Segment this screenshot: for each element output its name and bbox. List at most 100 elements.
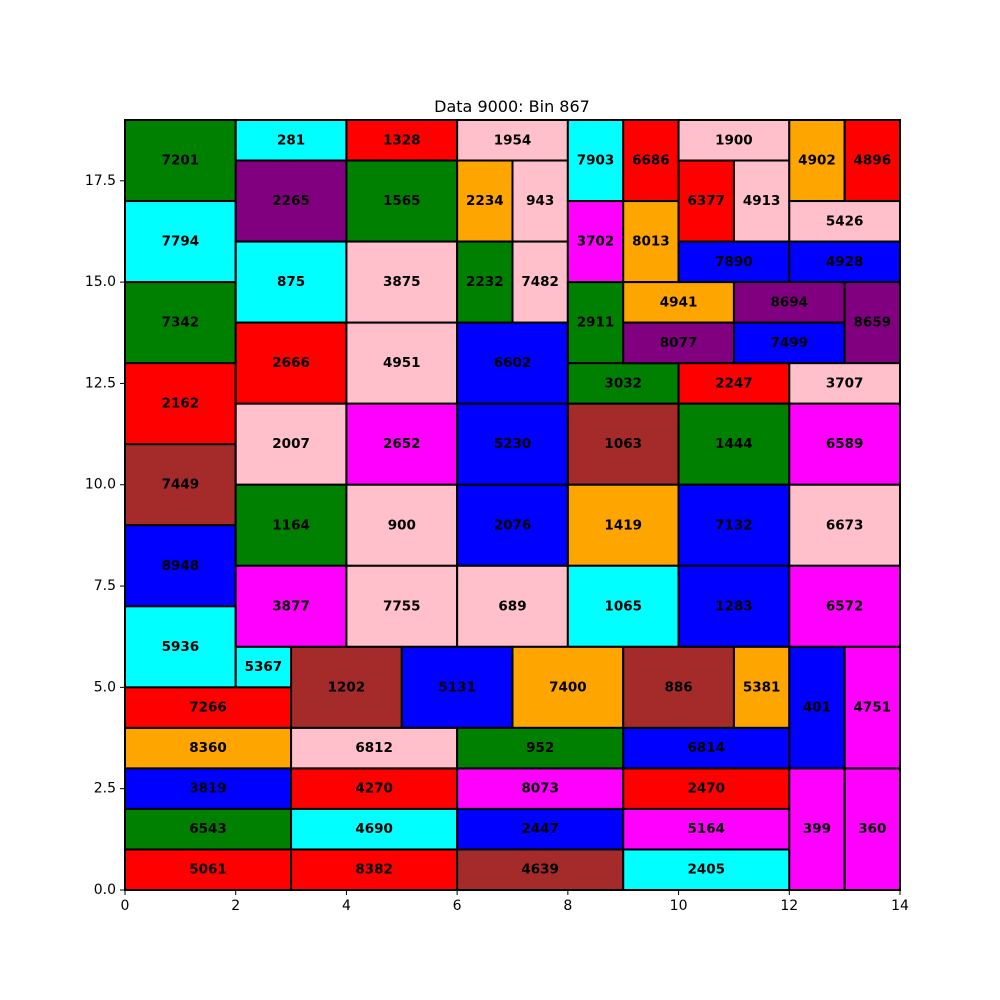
treemap-rect xyxy=(345,119,459,162)
treemap-rect-label: 900 xyxy=(388,517,416,533)
treemap-rect-label: 1065 xyxy=(604,598,642,614)
treemap-rect-label: 8073 xyxy=(521,781,559,797)
treemap-rect-label: 7201 xyxy=(162,153,200,169)
treemap-rect-label: 4751 xyxy=(854,700,892,716)
y-tick-label: 17.5 xyxy=(85,173,116,189)
x-axis: 0 2 4 6 8 10 12 14 xyxy=(121,890,909,914)
treemap-rect-label: 886 xyxy=(664,679,692,695)
treemap-rect-label: 8694 xyxy=(770,294,808,310)
treemap-cell: 5426 xyxy=(788,200,901,243)
treemap-rect xyxy=(788,402,901,486)
treemap-rect xyxy=(677,240,791,284)
treemap-rect xyxy=(788,645,846,770)
treemap-cell: 6377 xyxy=(677,159,735,243)
treemap-cell: 7482 xyxy=(511,240,569,324)
treemap-rect xyxy=(400,645,514,729)
treemap-rect-label: 7266 xyxy=(189,700,227,716)
treemap-rect xyxy=(234,240,348,324)
treemap-rect xyxy=(677,483,791,567)
treemap-rect-label: 2232 xyxy=(466,274,504,290)
treemap-cell: 4270 xyxy=(290,767,459,810)
treemap-rect xyxy=(622,281,735,324)
treemap-rect xyxy=(788,362,901,405)
treemap-rect-label: 399 xyxy=(803,821,831,837)
treemap-rect xyxy=(566,483,680,567)
treemap-cell: 4941 xyxy=(622,281,735,324)
treemap-rect-label: 3707 xyxy=(826,375,864,391)
treemap-rect xyxy=(566,402,680,486)
treemap-cell: 1444 xyxy=(677,402,791,486)
treemap-cell: 5131 xyxy=(400,645,514,729)
treemap-rect-label: 3875 xyxy=(383,274,421,290)
treemap-cell: 2911 xyxy=(566,281,625,365)
treemap-cell: 7755 xyxy=(345,564,459,648)
treemap-rect-label: 3877 xyxy=(272,598,310,614)
treemap-rect-label: 5936 xyxy=(162,639,200,655)
rects-layer: 7201 7794 7342 2162 7449 8948 5936 281 2265 875 26… xyxy=(124,119,902,892)
treemap-cell: 7890 xyxy=(677,240,791,284)
treemap-cell: 8948 xyxy=(124,524,237,608)
treemap-cell: 8013 xyxy=(622,200,680,284)
treemap-cell: 360 xyxy=(843,767,902,892)
treemap-rect-label: 875 xyxy=(277,274,305,290)
treemap-rect xyxy=(124,119,237,203)
treemap-cell: 7201 xyxy=(124,119,237,203)
treemap-cell: 3875 xyxy=(345,240,459,324)
treemap-cell: 7342 xyxy=(124,281,237,365)
treemap-rect-label: 1419 xyxy=(604,517,642,533)
treemap-cell: 4751 xyxy=(843,645,902,770)
treemap-rect-label: 2247 xyxy=(715,375,753,391)
treemap-rect-label: 8948 xyxy=(162,558,200,574)
treemap-cell: 6812 xyxy=(290,726,459,770)
treemap-cell: 6814 xyxy=(622,726,791,770)
treemap-rect-label: 401 xyxy=(803,700,831,716)
treemap-cell: 4951 xyxy=(345,321,459,405)
treemap-cell: 1063 xyxy=(566,402,680,486)
treemap-rect-label: 2076 xyxy=(494,517,532,533)
treemap-rect xyxy=(843,767,902,892)
treemap-cell: 6572 xyxy=(788,564,901,648)
treemap-rect-label: 4902 xyxy=(798,153,836,169)
treemap-cell: 1065 xyxy=(566,564,680,648)
treemap-cell: 6602 xyxy=(456,321,569,405)
treemap-cell: 900 xyxy=(345,483,459,567)
treemap-rect xyxy=(234,483,348,567)
treemap-rect-label: 1328 xyxy=(383,132,421,148)
treemap-cell: 2265 xyxy=(234,159,348,243)
y-tick-label: 5.0 xyxy=(94,679,116,695)
treemap-rect xyxy=(732,281,846,324)
x-tick-label: 8 xyxy=(563,898,572,914)
treemap-cell: 399 xyxy=(788,767,846,892)
treemap-rect xyxy=(124,281,237,365)
treemap-rect-label: 6589 xyxy=(826,436,864,452)
treemap-rect-label: 5381 xyxy=(743,679,781,695)
treemap-cell: 5367 xyxy=(234,645,293,689)
treemap-cell: 8360 xyxy=(124,726,293,770)
treemap-rect-label: 2234 xyxy=(466,193,504,209)
treemap-cell: 943 xyxy=(511,159,569,243)
treemap-rect-label: 6377 xyxy=(687,193,725,209)
treemap-rect-label: 4639 xyxy=(521,862,559,878)
treemap-rect xyxy=(124,767,293,810)
treemap-rect-label: 8077 xyxy=(660,335,698,351)
treemap-rect-label: 5367 xyxy=(245,659,283,675)
treemap-rect-label: 4270 xyxy=(355,781,393,797)
treemap-cell: 689 xyxy=(456,564,569,648)
treemap-rect-label: 6673 xyxy=(826,517,864,533)
treemap-cell: 1328 xyxy=(345,119,459,162)
treemap-rect xyxy=(677,402,791,486)
treemap-cell: 7903 xyxy=(566,119,625,203)
treemap-rect xyxy=(622,848,791,892)
treemap-rect xyxy=(234,564,348,648)
treemap-rect xyxy=(788,483,901,567)
y-tick-label: 7.5 xyxy=(94,578,116,594)
treemap-cell: 4913 xyxy=(732,159,791,243)
treemap-rect xyxy=(843,119,902,203)
treemap-rect-label: 1202 xyxy=(328,679,366,695)
treemap-cell: 1954 xyxy=(456,119,569,162)
treemap-rect xyxy=(732,159,791,243)
treemap-cell: 1565 xyxy=(345,159,459,243)
treemap-rect-label: 7903 xyxy=(577,153,615,169)
treemap-rect-label: 4951 xyxy=(383,355,421,371)
treemap-cell: 5381 xyxy=(732,645,791,729)
